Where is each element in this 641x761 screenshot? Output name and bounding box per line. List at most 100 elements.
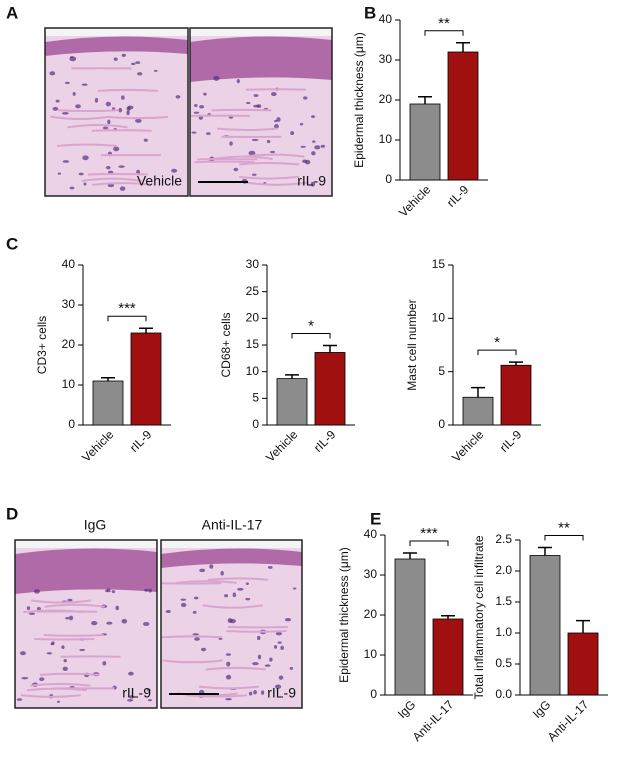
bar bbox=[276, 378, 308, 426]
nucleus bbox=[225, 653, 231, 656]
nucleus bbox=[106, 621, 113, 625]
panel-letter: A bbox=[6, 3, 18, 22]
nucleus bbox=[275, 632, 283, 636]
nucleus bbox=[142, 622, 150, 627]
nucleus bbox=[83, 182, 87, 186]
y-tick-label: 30 bbox=[246, 257, 260, 271]
nucleus bbox=[61, 112, 69, 115]
nucleus bbox=[91, 620, 98, 626]
nucleus bbox=[251, 173, 257, 176]
fiber bbox=[56, 143, 118, 147]
error-bar bbox=[418, 96, 432, 104]
nucleus bbox=[81, 83, 88, 86]
panel-letter: D bbox=[6, 504, 18, 523]
y-tick-label: 10 bbox=[246, 364, 260, 378]
nucleus bbox=[266, 139, 271, 144]
nucleus bbox=[79, 648, 86, 652]
significance-label: ** bbox=[558, 519, 570, 536]
error-bar bbox=[471, 386, 485, 398]
nucleus bbox=[52, 106, 59, 111]
nucleus bbox=[245, 597, 251, 601]
fiber bbox=[67, 124, 128, 129]
nucleus bbox=[220, 570, 224, 576]
nucleus bbox=[193, 111, 200, 114]
fiber bbox=[217, 127, 278, 132]
nucleus bbox=[193, 596, 199, 600]
bar bbox=[314, 352, 346, 426]
fiber bbox=[239, 161, 300, 166]
nucleus bbox=[200, 647, 207, 652]
nucleus bbox=[289, 666, 294, 670]
nucleus bbox=[253, 94, 259, 97]
nucleus bbox=[180, 602, 187, 608]
nucleus bbox=[102, 661, 107, 666]
nucleus bbox=[253, 690, 257, 695]
nucleus bbox=[277, 641, 282, 644]
bar bbox=[409, 103, 441, 181]
nucleus bbox=[237, 587, 244, 591]
nucleus bbox=[274, 124, 279, 129]
nucleus bbox=[119, 186, 126, 191]
x-tick-label: rIL-9 bbox=[497, 427, 525, 455]
image-caption: rIL-9 bbox=[122, 685, 151, 701]
nucleus bbox=[148, 588, 152, 593]
y-tick-label: 30 bbox=[364, 567, 378, 581]
nucleus bbox=[252, 662, 259, 666]
fiber bbox=[23, 609, 84, 614]
significance-label: *** bbox=[118, 300, 136, 317]
fiber bbox=[81, 177, 142, 182]
nucleus bbox=[106, 588, 111, 593]
y-tick-label: 20 bbox=[62, 337, 76, 351]
y-tick-label: 0 bbox=[68, 417, 75, 431]
fiber bbox=[20, 694, 81, 698]
nucleus bbox=[94, 97, 99, 103]
error-bar bbox=[323, 344, 337, 353]
y-tick-label: 1.5 bbox=[495, 594, 512, 608]
nucleus bbox=[130, 62, 136, 66]
x-tick-label: Vehicle bbox=[263, 427, 300, 464]
y-tick-label: 0.5 bbox=[495, 656, 512, 670]
significance-bracket bbox=[424, 30, 464, 36]
nucleus bbox=[128, 671, 134, 676]
nucleus bbox=[175, 95, 181, 99]
nucleus bbox=[191, 131, 197, 134]
x-tick-label: Vehicle bbox=[449, 427, 486, 464]
nucleus bbox=[57, 172, 62, 175]
panel-letter: B bbox=[364, 3, 376, 22]
y-tick-label: 20 bbox=[379, 92, 393, 106]
bar bbox=[432, 618, 464, 696]
fiber bbox=[194, 160, 255, 164]
fiber bbox=[87, 173, 148, 176]
nucleus bbox=[69, 186, 75, 190]
nucleus bbox=[70, 56, 74, 59]
bar bbox=[462, 396, 494, 426]
nucleus bbox=[245, 582, 249, 585]
nucleus bbox=[257, 654, 262, 660]
nucleus bbox=[126, 110, 130, 116]
error-bar bbox=[441, 615, 455, 619]
fiber bbox=[50, 115, 111, 120]
nucleus bbox=[267, 565, 273, 569]
nucleus bbox=[49, 71, 56, 76]
nucleus bbox=[213, 75, 220, 81]
fiber bbox=[26, 687, 88, 692]
nucleus bbox=[300, 145, 306, 148]
y-tick-label: 5 bbox=[438, 364, 445, 378]
error-bar bbox=[538, 546, 552, 556]
nucleus bbox=[199, 568, 206, 573]
significance-label: * bbox=[308, 318, 314, 335]
nucleus bbox=[290, 131, 295, 136]
nucleus bbox=[68, 615, 74, 621]
nucleus bbox=[194, 103, 198, 107]
nucleus bbox=[232, 592, 237, 598]
nucleus bbox=[192, 610, 197, 614]
nucleus bbox=[26, 606, 31, 610]
significance-bracket bbox=[107, 315, 147, 322]
nucleus bbox=[20, 651, 26, 656]
nucleus bbox=[206, 132, 211, 135]
nucleus bbox=[78, 172, 84, 176]
error-bar bbox=[285, 374, 299, 379]
nucleus bbox=[115, 605, 119, 611]
nucleus bbox=[137, 72, 143, 76]
